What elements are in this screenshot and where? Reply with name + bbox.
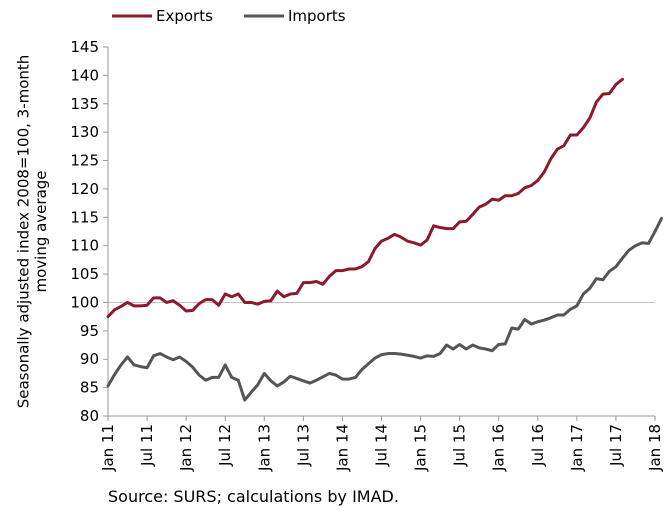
series-line-imports bbox=[106, 216, 664, 402]
legend-label-imports: Imports bbox=[288, 7, 346, 25]
x-tick-label: Jan 13 bbox=[255, 424, 273, 472]
y-tick-label: 100 bbox=[70, 293, 99, 311]
y-tick-label: 125 bbox=[70, 152, 99, 170]
y-tick-label: 80 bbox=[80, 407, 99, 425]
x-tick-label: Jul 14 bbox=[373, 424, 391, 467]
y-tick-label: 95 bbox=[80, 322, 99, 340]
x-tick-label: Jan 18 bbox=[646, 424, 664, 472]
y-tick-label: 115 bbox=[70, 208, 99, 226]
y-axis-title-line: Seasonally adjusted index 2008=100, 3-mo… bbox=[15, 55, 33, 409]
y-tick-label: 110 bbox=[70, 237, 99, 255]
y-tick-label: 85 bbox=[80, 379, 99, 397]
y-tick-label: 135 bbox=[70, 95, 99, 113]
x-tick-label: Jan 12 bbox=[177, 424, 195, 472]
x-tick-label: Jul 12 bbox=[216, 424, 234, 467]
y-tick-label: 145 bbox=[70, 38, 99, 56]
x-tick-label: Jul 16 bbox=[529, 424, 547, 467]
x-tick-label: Jan 17 bbox=[568, 424, 586, 472]
x-tick-label: Jan 14 bbox=[333, 424, 351, 472]
legend-label-exports: Exports bbox=[156, 7, 213, 25]
source-note: Source: SURS; calculations by IMAD. bbox=[108, 487, 399, 506]
y-axis-title: Seasonally adjusted index 2008=100, 3-mo… bbox=[15, 55, 50, 409]
y-tick-label: 120 bbox=[70, 180, 99, 198]
x-tick-label: Jul 11 bbox=[138, 424, 156, 467]
y-tick-label: 130 bbox=[70, 123, 99, 141]
x-tick-label: Jan 15 bbox=[412, 424, 430, 472]
x-tick-label: Jul 15 bbox=[451, 424, 469, 467]
series-line-exports bbox=[106, 77, 624, 319]
x-tick-label: Jul 17 bbox=[607, 424, 625, 467]
y-tick-label: 140 bbox=[70, 66, 99, 84]
y-axis-title-line: moving average bbox=[32, 170, 50, 292]
y-tick-label: 90 bbox=[80, 350, 99, 368]
x-tick-label: Jan 11 bbox=[99, 424, 117, 472]
x-tick-label: Jan 16 bbox=[490, 424, 508, 472]
x-tick-label: Jul 13 bbox=[294, 424, 312, 467]
y-tick-label: 105 bbox=[70, 265, 99, 283]
